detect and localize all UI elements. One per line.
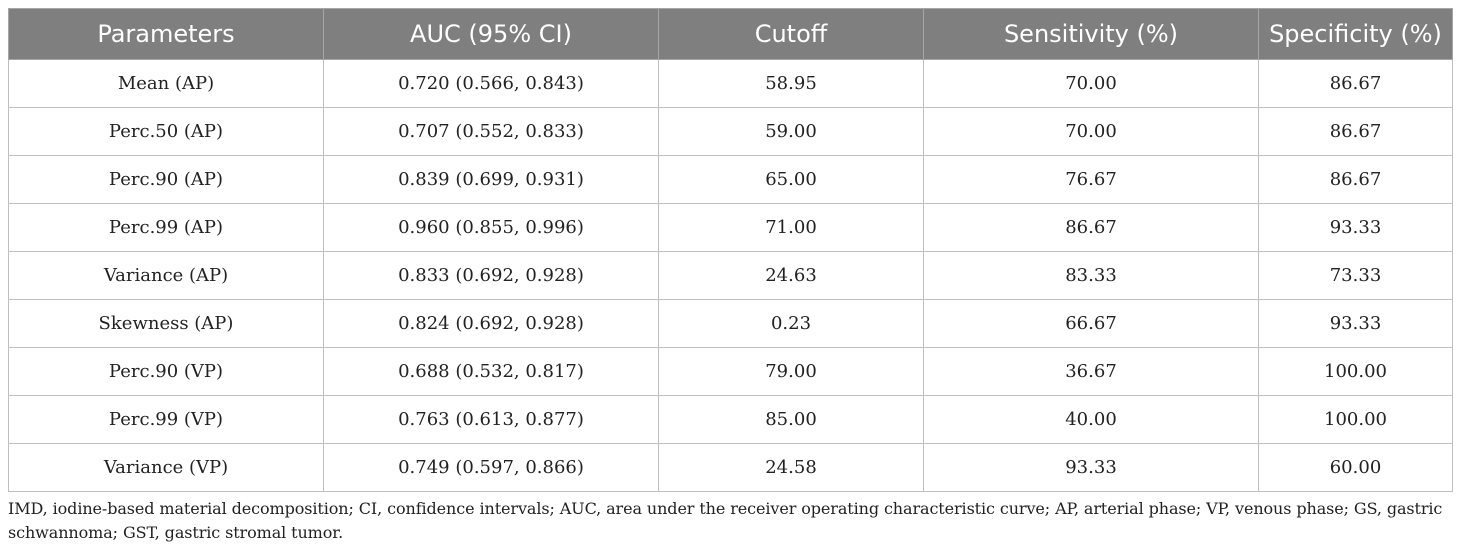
cell-auc: 0.763 (0.613, 0.877)	[323, 395, 659, 444]
header-specificity: Specificity (%)	[1258, 8, 1453, 60]
header-auc: AUC (95% CI)	[323, 8, 659, 60]
header-cutoff: Cutoff	[658, 8, 924, 60]
cell-sensitivity: 86.67	[923, 203, 1259, 252]
results-table-container: Parameters AUC (95% CI) Cutoff Sensitivi…	[8, 8, 1453, 492]
cell-auc: 0.707 (0.552, 0.833)	[323, 107, 659, 156]
cell-cutoff: 59.00	[658, 107, 924, 156]
cell-auc: 0.960 (0.855, 0.996)	[323, 203, 659, 252]
roc-results-table: Parameters AUC (95% CI) Cutoff Sensitivi…	[8, 8, 1453, 492]
cell-sensitivity: 76.67	[923, 155, 1259, 204]
cell-parameter: Perc.90 (VP)	[8, 347, 324, 396]
cell-specificity: 93.33	[1258, 203, 1453, 252]
table-row: Perc.90 (VP) 0.688 (0.532, 0.817) 79.00 …	[8, 347, 1453, 396]
header-sensitivity: Sensitivity (%)	[923, 8, 1259, 60]
table-body: Mean (AP) 0.720 (0.566, 0.843) 58.95 70.…	[8, 59, 1453, 492]
cell-parameter: Perc.90 (AP)	[8, 155, 324, 204]
table-header: Parameters AUC (95% CI) Cutoff Sensitivi…	[8, 8, 1453, 60]
table-row: Variance (VP) 0.749 (0.597, 0.866) 24.58…	[8, 443, 1453, 492]
cell-sensitivity: 36.67	[923, 347, 1259, 396]
cell-cutoff: 85.00	[658, 395, 924, 444]
cell-parameter: Perc.99 (AP)	[8, 203, 324, 252]
cell-cutoff: 24.58	[658, 443, 924, 492]
table-row: Mean (AP) 0.720 (0.566, 0.843) 58.95 70.…	[8, 59, 1453, 108]
cell-specificity: 100.00	[1258, 347, 1453, 396]
cell-specificity: 93.33	[1258, 299, 1453, 348]
cell-parameter: Variance (AP)	[8, 251, 324, 300]
cell-sensitivity: 83.33	[923, 251, 1259, 300]
cell-sensitivity: 66.67	[923, 299, 1259, 348]
cell-sensitivity: 40.00	[923, 395, 1259, 444]
cell-parameter: Skewness (AP)	[8, 299, 324, 348]
cell-auc: 0.833 (0.692, 0.928)	[323, 251, 659, 300]
table-row: Perc.99 (AP) 0.960 (0.855, 0.996) 71.00 …	[8, 203, 1453, 252]
cell-sensitivity: 70.00	[923, 59, 1259, 108]
cell-parameter: Perc.50 (AP)	[8, 107, 324, 156]
cell-specificity: 86.67	[1258, 107, 1453, 156]
header-row: Parameters AUC (95% CI) Cutoff Sensitivi…	[8, 8, 1453, 60]
cell-sensitivity: 93.33	[923, 443, 1259, 492]
cell-parameter: Mean (AP)	[8, 59, 324, 108]
cell-specificity: 100.00	[1258, 395, 1453, 444]
table-row: Perc.50 (AP) 0.707 (0.552, 0.833) 59.00 …	[8, 107, 1453, 156]
cell-auc: 0.824 (0.692, 0.928)	[323, 299, 659, 348]
cell-auc: 0.749 (0.597, 0.866)	[323, 443, 659, 492]
cell-specificity: 86.67	[1258, 155, 1453, 204]
cell-auc: 0.720 (0.566, 0.843)	[323, 59, 659, 108]
cell-auc: 0.839 (0.699, 0.931)	[323, 155, 659, 204]
cell-cutoff: 0.23	[658, 299, 924, 348]
cell-cutoff: 65.00	[658, 155, 924, 204]
table-footnote: IMD, iodine-based material decomposition…	[8, 499, 1443, 542]
cell-auc: 0.688 (0.532, 0.817)	[323, 347, 659, 396]
cell-specificity: 86.67	[1258, 59, 1453, 108]
header-parameters: Parameters	[8, 8, 324, 60]
table-row: Variance (AP) 0.833 (0.692, 0.928) 24.63…	[8, 251, 1453, 300]
cell-cutoff: 58.95	[658, 59, 924, 108]
cell-parameter: Perc.99 (VP)	[8, 395, 324, 444]
cell-specificity: 73.33	[1258, 251, 1453, 300]
table-row: Skewness (AP) 0.824 (0.692, 0.928) 0.23 …	[8, 299, 1453, 348]
cell-cutoff: 71.00	[658, 203, 924, 252]
cell-parameter: Variance (VP)	[8, 443, 324, 492]
cell-cutoff: 79.00	[658, 347, 924, 396]
table-row: Perc.99 (VP) 0.763 (0.613, 0.877) 85.00 …	[8, 395, 1453, 444]
cell-specificity: 60.00	[1258, 443, 1453, 492]
cell-cutoff: 24.63	[658, 251, 924, 300]
table-row: Perc.90 (AP) 0.839 (0.699, 0.931) 65.00 …	[8, 155, 1453, 204]
cell-sensitivity: 70.00	[923, 107, 1259, 156]
